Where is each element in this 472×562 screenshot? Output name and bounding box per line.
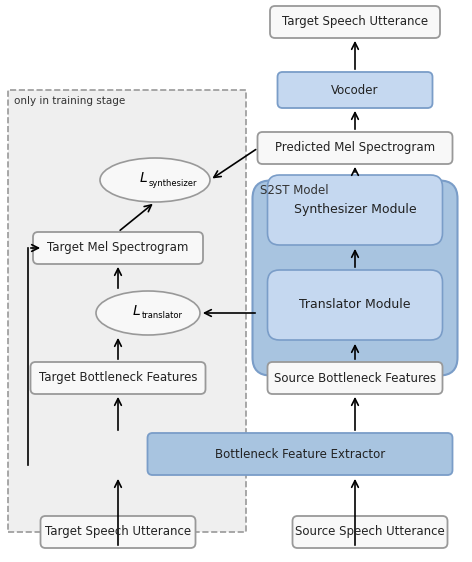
Text: Vocoder: Vocoder bbox=[331, 84, 379, 97]
Text: synthesizer: synthesizer bbox=[149, 179, 197, 188]
Ellipse shape bbox=[100, 158, 210, 202]
Text: Translator Module: Translator Module bbox=[299, 298, 411, 311]
Text: L: L bbox=[132, 304, 140, 318]
Text: Predicted Mel Spectrogram: Predicted Mel Spectrogram bbox=[275, 142, 435, 155]
Text: Source Bottleneck Features: Source Bottleneck Features bbox=[274, 371, 436, 384]
Text: L: L bbox=[139, 171, 147, 185]
Text: only in training stage: only in training stage bbox=[14, 96, 125, 106]
Text: Target Speech Utterance: Target Speech Utterance bbox=[45, 525, 191, 538]
Text: translator: translator bbox=[142, 311, 183, 320]
FancyBboxPatch shape bbox=[33, 232, 203, 264]
Ellipse shape bbox=[96, 291, 200, 335]
FancyBboxPatch shape bbox=[278, 72, 432, 108]
FancyBboxPatch shape bbox=[270, 6, 440, 38]
FancyBboxPatch shape bbox=[268, 270, 443, 340]
FancyBboxPatch shape bbox=[31, 362, 205, 394]
Text: Source Speech Utterance: Source Speech Utterance bbox=[295, 525, 445, 538]
FancyBboxPatch shape bbox=[253, 180, 457, 375]
Text: Target Mel Spectrogram: Target Mel Spectrogram bbox=[47, 242, 189, 255]
Text: Synthesizer Module: Synthesizer Module bbox=[294, 203, 416, 216]
Text: S2ST Model: S2ST Model bbox=[261, 184, 329, 197]
Text: Target Speech Utterance: Target Speech Utterance bbox=[282, 16, 428, 29]
Bar bbox=[8, 90, 246, 532]
Text: Bottleneck Feature Extractor: Bottleneck Feature Extractor bbox=[215, 447, 385, 460]
FancyBboxPatch shape bbox=[268, 175, 443, 245]
FancyBboxPatch shape bbox=[293, 516, 447, 548]
FancyBboxPatch shape bbox=[41, 516, 195, 548]
FancyBboxPatch shape bbox=[268, 362, 443, 394]
FancyBboxPatch shape bbox=[147, 433, 453, 475]
FancyBboxPatch shape bbox=[258, 132, 453, 164]
Text: Target Bottleneck Features: Target Bottleneck Features bbox=[39, 371, 197, 384]
